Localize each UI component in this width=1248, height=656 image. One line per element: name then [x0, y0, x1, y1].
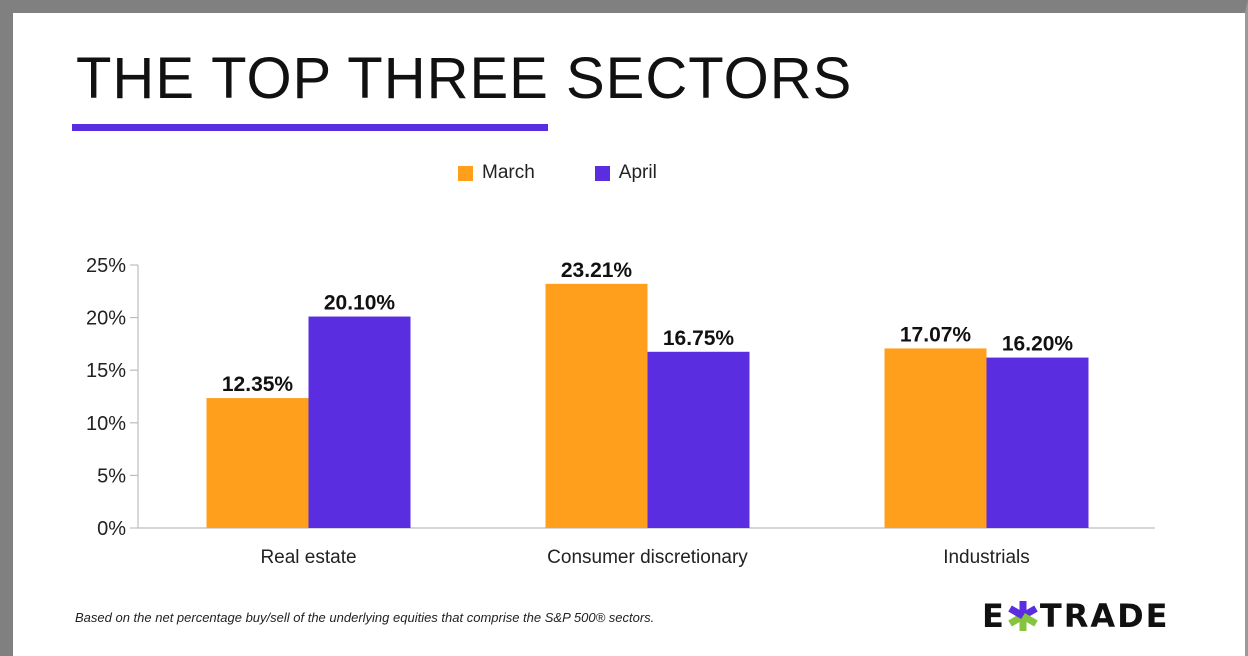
- x-category-label: Industrials: [943, 547, 1030, 568]
- data-label: 16.20%: [1002, 333, 1074, 356]
- chart-legend: March April: [458, 162, 657, 184]
- y-tick-label: 5%: [97, 465, 126, 487]
- data-label: 20.10%: [324, 292, 396, 315]
- data-label: 12.35%: [222, 373, 294, 396]
- y-tick-label: 10%: [86, 413, 126, 435]
- asterisk-icon: [1008, 601, 1038, 631]
- title-underline: [72, 124, 548, 131]
- bar-march: [206, 398, 309, 528]
- bar-april: [308, 316, 411, 528]
- legend-item-april: April: [594, 162, 657, 184]
- x-category-label: Real estate: [260, 547, 356, 568]
- logo-text-right: TRADE: [1039, 597, 1170, 635]
- legend-swatch-march: [458, 165, 473, 181]
- x-category-label: Consumer discretionary: [547, 547, 748, 568]
- y-tick-label: 15%: [86, 360, 126, 382]
- data-label: 23.21%: [561, 259, 633, 282]
- data-label: 17.07%: [900, 323, 972, 346]
- y-tick-label: 0%: [97, 518, 126, 540]
- legend-swatch-april: [594, 165, 610, 181]
- page-title: THE TOP THREE SECTORS: [76, 46, 853, 111]
- y-tick-label: 25%: [86, 255, 126, 277]
- bar-march: [884, 348, 987, 528]
- logo-text-left: E: [982, 597, 1006, 635]
- footnote: Based on the net percentage buy/sell of …: [75, 610, 655, 625]
- y-tick-label: 20%: [86, 308, 126, 330]
- etrade-logo: E TRADE: [982, 597, 1170, 635]
- legend-label-april: April: [618, 162, 657, 183]
- bar-april: [647, 351, 750, 528]
- legend-item-march: March: [458, 162, 535, 184]
- bar-march: [545, 283, 648, 528]
- legend-label-march: March: [482, 162, 535, 183]
- data-label: 16.75%: [663, 327, 735, 350]
- bar-april: [986, 357, 1089, 528]
